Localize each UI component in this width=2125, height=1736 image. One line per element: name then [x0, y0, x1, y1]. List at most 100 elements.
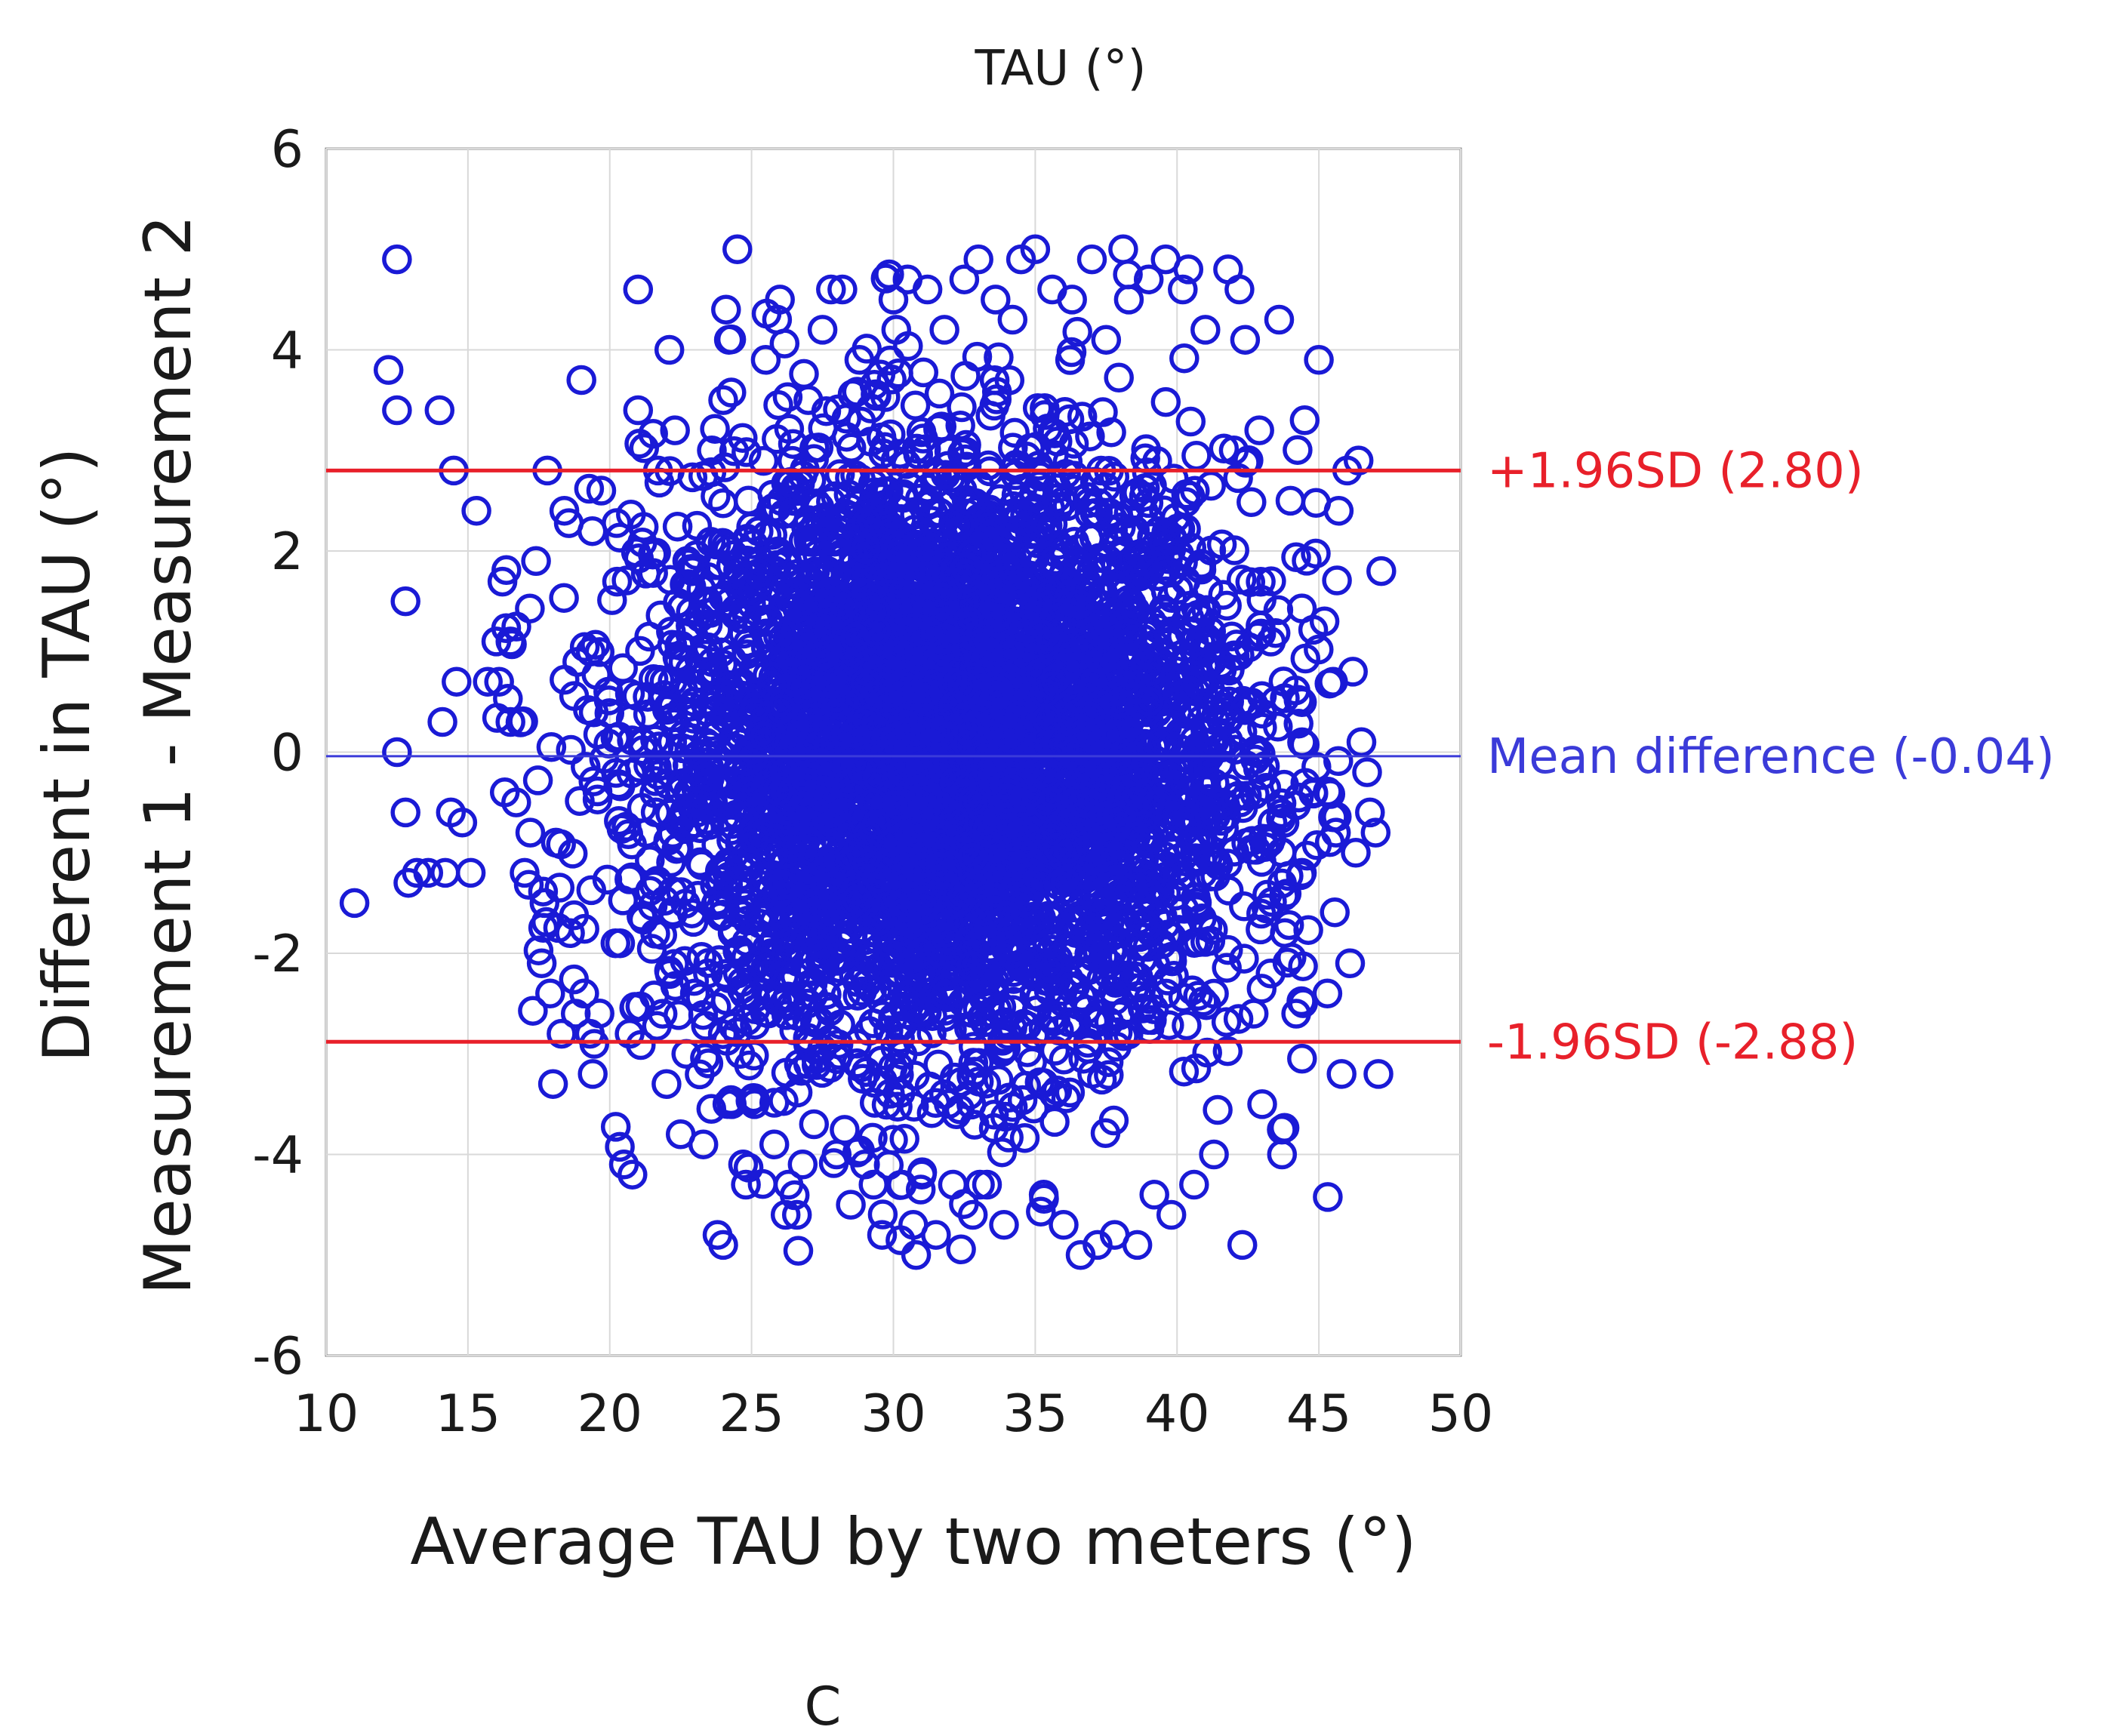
data-point: [713, 963, 744, 993]
data-point: [929, 623, 959, 654]
data-point: [1002, 811, 1033, 842]
data-point: [616, 758, 647, 789]
data-point: [790, 611, 821, 641]
data-point: [768, 961, 799, 991]
data-point: [1260, 617, 1291, 648]
data-point: [1067, 402, 1098, 432]
data-point: [569, 632, 600, 663]
data-point: [978, 1099, 1009, 1130]
data-point: [921, 717, 951, 747]
data-point: [617, 725, 647, 756]
data-point: [855, 393, 886, 423]
data-point: [906, 417, 937, 448]
data-point: [859, 1088, 890, 1118]
data-point: [908, 357, 939, 388]
data-point: [679, 808, 710, 839]
data-point: [667, 593, 698, 623]
data-point: [941, 1099, 972, 1130]
data-point: [1247, 713, 1277, 743]
data-point: [1292, 840, 1323, 871]
data-point: [1246, 567, 1276, 597]
data-point: [1164, 915, 1194, 945]
data-point: [999, 417, 1030, 448]
data-point: [835, 840, 865, 871]
data-point: [1175, 481, 1206, 511]
data-point: [684, 643, 715, 674]
data-point: [559, 681, 590, 711]
data-point: [536, 732, 567, 762]
data-point: [836, 432, 867, 463]
data-point: [944, 885, 975, 916]
data-point: [1200, 726, 1230, 756]
data-point: [945, 411, 975, 441]
data-point: [1229, 891, 1259, 922]
data-point: [578, 697, 609, 728]
data-point: [880, 1032, 910, 1063]
data-point: [1124, 843, 1155, 873]
data-point: [744, 902, 774, 932]
data-point: [628, 904, 659, 935]
data-point: [1229, 943, 1259, 974]
data-point: [1169, 343, 1200, 374]
data-point: [849, 961, 880, 991]
data-point: [693, 761, 723, 792]
data-point: [734, 561, 764, 591]
data-point: [867, 1199, 898, 1230]
data-point: [1062, 316, 1092, 347]
data-point: [916, 1018, 947, 1048]
data-point: [1113, 1019, 1144, 1050]
data-point: [719, 436, 750, 466]
data-point: [1203, 1094, 1233, 1125]
data-point: [668, 647, 699, 678]
data-point: [1212, 953, 1242, 983]
data-point: [574, 473, 605, 504]
data-point: [522, 765, 553, 796]
data-point: [981, 898, 1011, 929]
data-point: [696, 1094, 727, 1124]
data-point: [1084, 543, 1114, 573]
data-point: [876, 365, 907, 395]
data-point: [884, 957, 914, 987]
data-point: [779, 897, 810, 928]
data-point: [953, 606, 984, 637]
data-point: [1052, 934, 1083, 964]
data-point: [700, 414, 730, 444]
data-point: [1283, 435, 1313, 465]
data-point: [946, 1234, 976, 1265]
data-point: [962, 341, 993, 372]
data-point: [1161, 656, 1191, 687]
data-point: [597, 585, 627, 615]
data-point: [788, 843, 819, 874]
data-point: [581, 629, 611, 660]
data-point: [562, 647, 593, 677]
data-point: [687, 779, 717, 810]
data-point: [1049, 1045, 1079, 1075]
data-point: [875, 1079, 905, 1109]
data-point: [1123, 962, 1153, 993]
data-point: [1203, 850, 1233, 880]
data-point: [1221, 629, 1252, 660]
data-point: [1322, 565, 1352, 596]
data-point: [741, 994, 771, 1025]
data-point: [672, 546, 703, 576]
data-point: [600, 1112, 631, 1142]
data-point: [685, 663, 716, 694]
data-point: [950, 553, 981, 583]
data-point: [763, 389, 793, 420]
data-point: [814, 662, 844, 692]
data-point: [693, 958, 723, 989]
data-point: [1055, 1077, 1086, 1108]
data-point: [748, 445, 779, 476]
data-point: [1088, 578, 1118, 608]
data-point: [1227, 717, 1258, 747]
data-point: [1098, 936, 1128, 966]
data-point: [1009, 1122, 1040, 1153]
data-point: [1051, 459, 1081, 489]
data-point: [1026, 1196, 1056, 1227]
data-point: [842, 967, 873, 997]
data-point: [1051, 1083, 1082, 1113]
data-point: [914, 1071, 945, 1102]
data-point: [987, 906, 1018, 937]
data-point: [661, 833, 691, 864]
data-point: [1131, 434, 1161, 464]
